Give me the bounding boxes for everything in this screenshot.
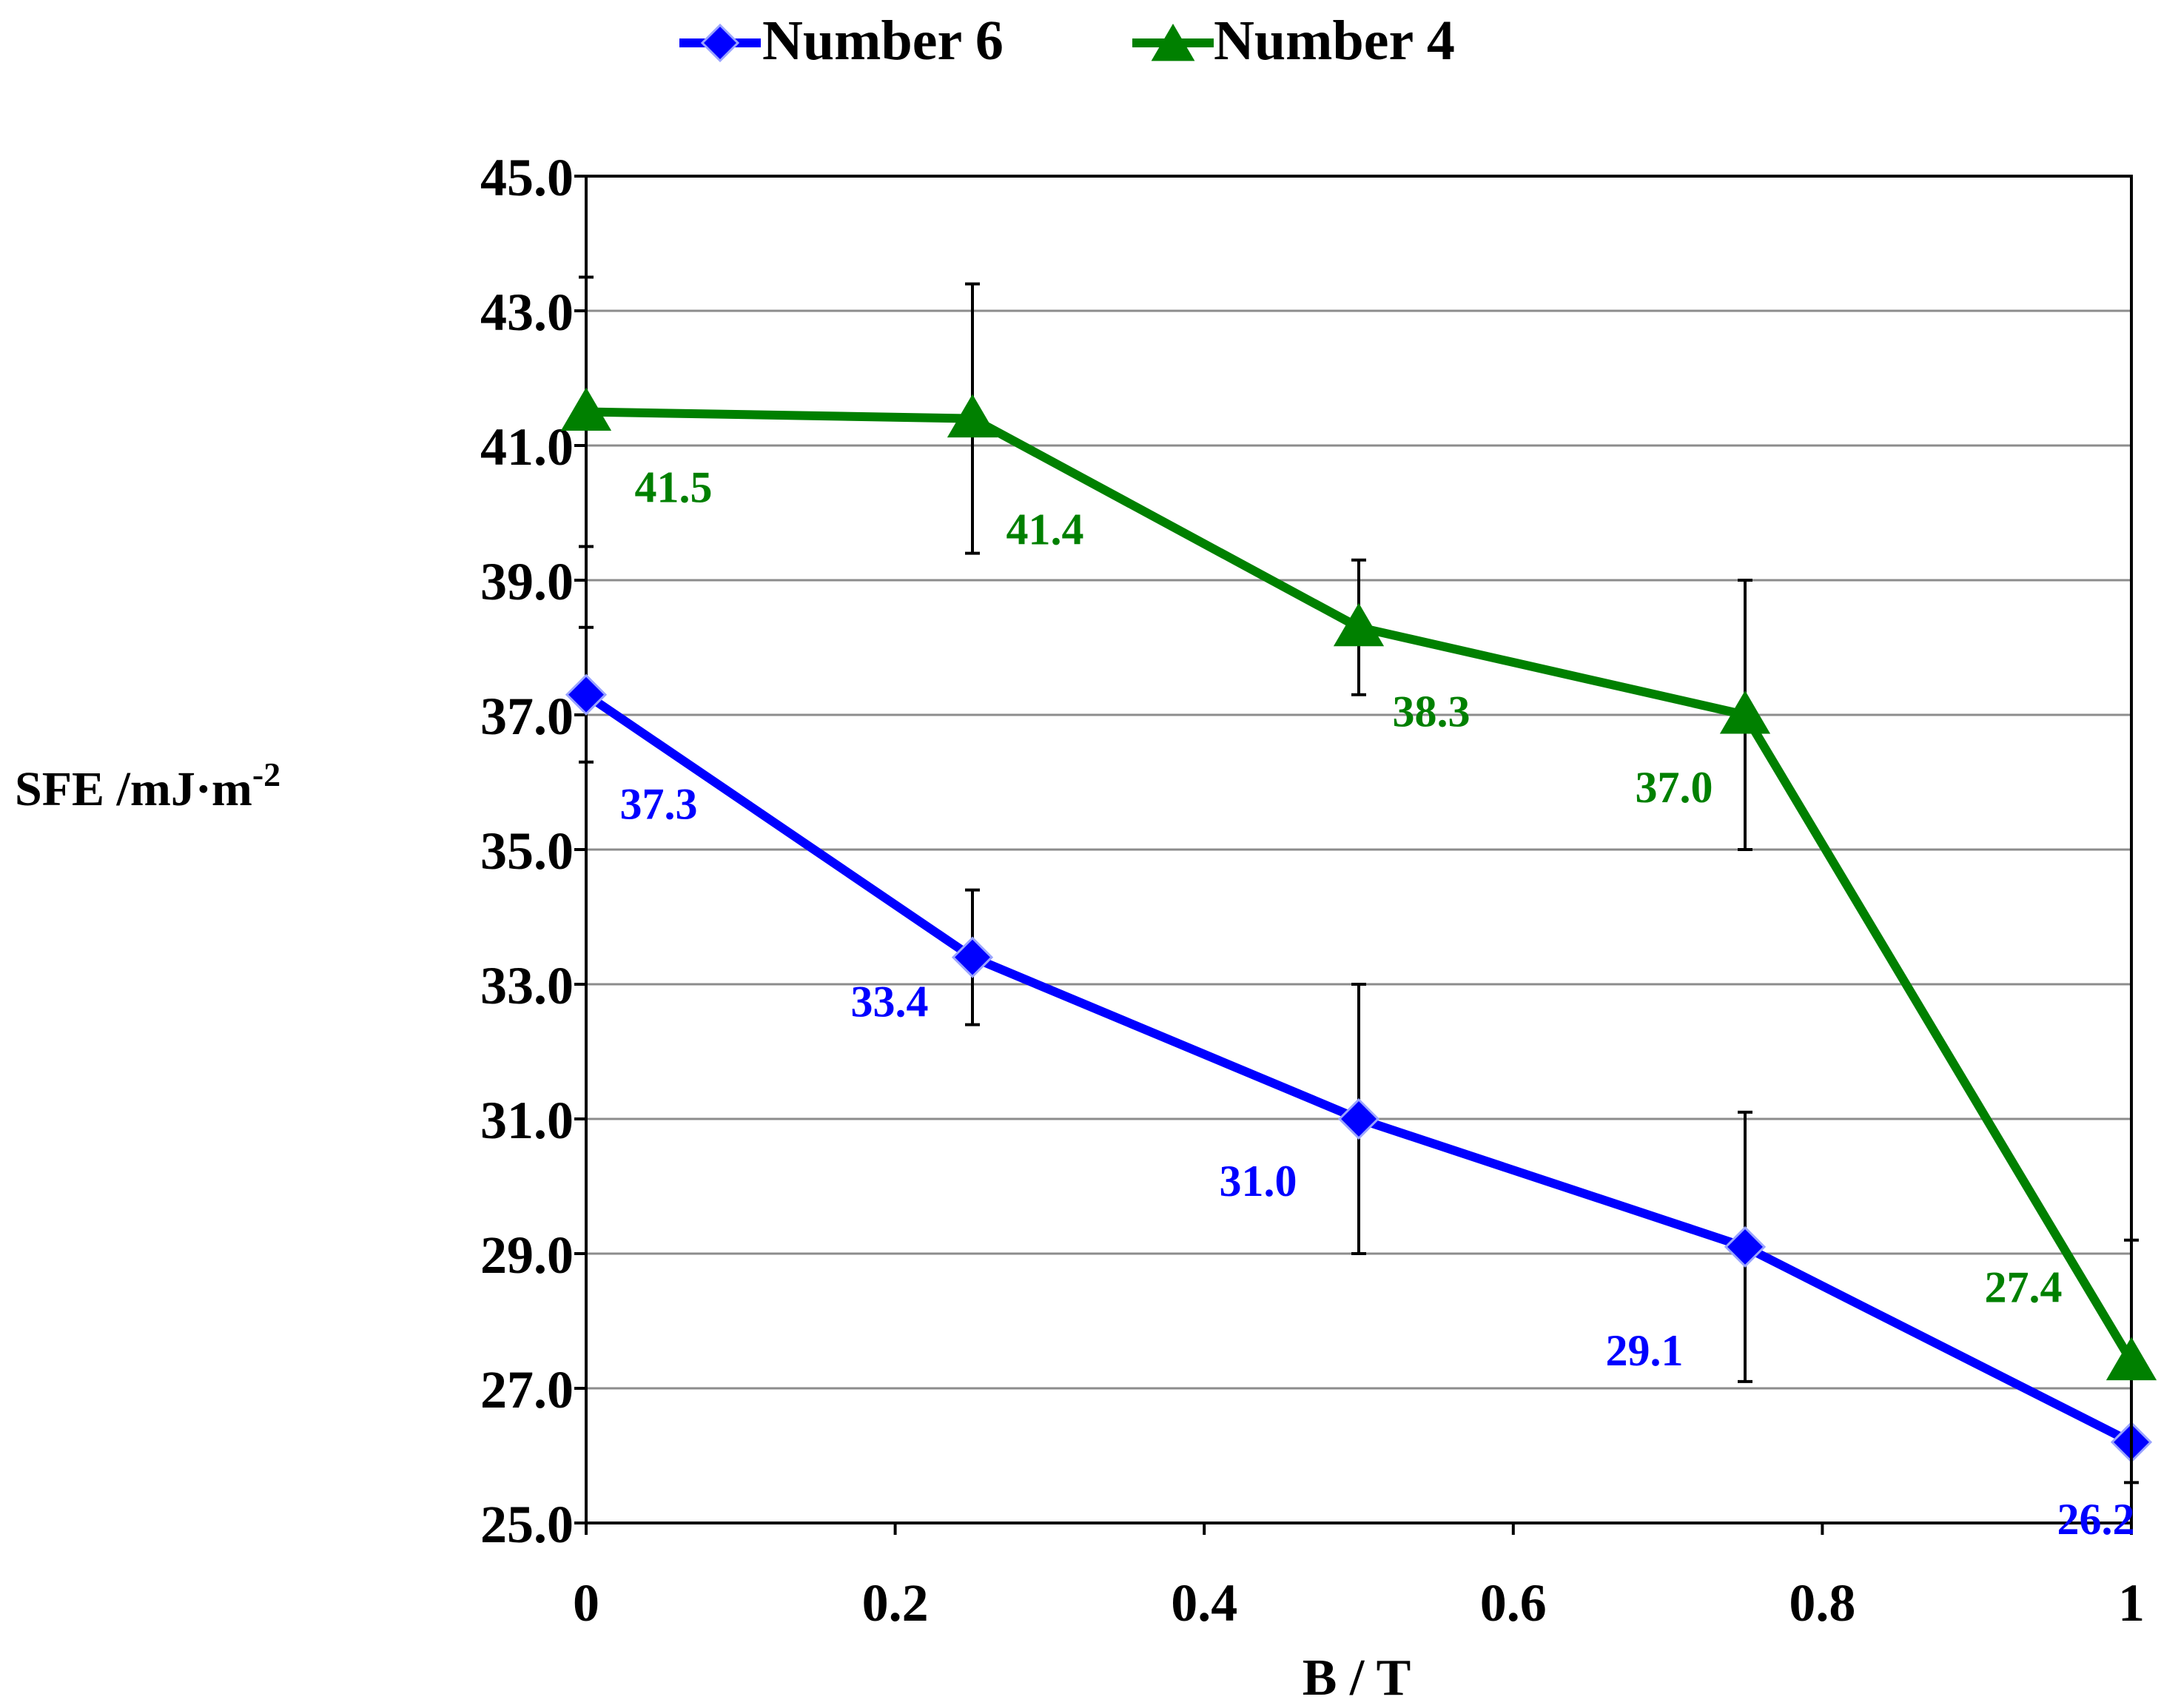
data-point-number-4 [2105, 1337, 2157, 1381]
x-tick-label: 0.8 [1789, 1573, 1855, 1633]
data-label-number-4: 38.3 [1393, 687, 1471, 736]
data-label-number-6: 37.3 [620, 780, 698, 829]
legend: Number 6 Number 4 [679, 10, 1455, 72]
data-label-number-4: 41.5 [635, 463, 713, 512]
y-axis-label: SFE /mJ·m-2 [15, 756, 280, 816]
x-tick-label: 0 [573, 1573, 599, 1633]
y-tick-label: 45.0 [480, 148, 574, 207]
legend-label-number-4: Number 4 [1214, 10, 1455, 72]
y-tick-label: 25.0 [480, 1495, 574, 1554]
y-tick-label: 29.0 [480, 1225, 574, 1285]
y-tick-label: 27.0 [480, 1360, 574, 1419]
data-label-number-6: 33.4 [851, 978, 929, 1026]
data-label-number-4: 37.0 [1636, 763, 1713, 812]
y-tick-label: 37.0 [480, 687, 574, 746]
data-point-number-4 [560, 387, 612, 431]
data-point-number-4 [1719, 690, 1771, 734]
y-axis-ticks: 25.0 27.0 29.0 31.0 33.0 35.0 37.0 39.0 41.0 43.0… [480, 148, 586, 1554]
y-tick-label: 33.0 [480, 956, 574, 1015]
legend-marker-number-4 [1151, 24, 1195, 61]
x-axis-label: B / T [1303, 1650, 1411, 1707]
x-tick-label: 0.2 [862, 1573, 929, 1633]
x-tick-label: 1 [2118, 1573, 2145, 1633]
y-tick-label: 41.0 [480, 417, 574, 477]
y-tick-label: 39.0 [480, 552, 574, 611]
legend-marker-number-6 [700, 23, 740, 63]
data-point-number-6 [951, 936, 994, 978]
data-point-number-6 [1724, 1225, 1767, 1268]
y-tick-label: 31.0 [480, 1091, 574, 1150]
x-axis-ticks: 0 0.2 0.4 0.6 0.8 1 [573, 1523, 2145, 1633]
x-tick-label: 0.4 [1171, 1573, 1237, 1633]
data-label-number-4: 27.4 [1985, 1263, 2063, 1312]
x-tick-label: 0.6 [1480, 1573, 1547, 1633]
legend-label-number-6: Number 6 [762, 10, 1004, 72]
series-layer: 37.3 33.4 31.0 29.1 26.2 41.5 41.4 38.3 37.0 27.4 [560, 275, 2157, 1544]
series-number-4: 41.5 41.4 38.3 37.0 27.4 [560, 275, 2157, 1485]
data-label-number-6: 29.1 [1606, 1326, 1684, 1375]
series-number-6: 37.3 33.4 31.0 29.1 26.2 [565, 625, 2153, 1544]
data-label-number-4: 41.4 [1006, 505, 1084, 554]
data-label-number-6: 31.0 [1220, 1157, 1297, 1206]
data-point-number-6 [1337, 1097, 1380, 1140]
data-point-number-4 [1333, 602, 1385, 647]
data-label-number-6: 26.2 [2057, 1495, 2135, 1544]
y-tick-label: 43.0 [480, 283, 574, 342]
data-point-number-4 [947, 394, 998, 438]
data-point-number-6 [565, 673, 608, 716]
y-tick-label: 35.0 [480, 821, 574, 881]
